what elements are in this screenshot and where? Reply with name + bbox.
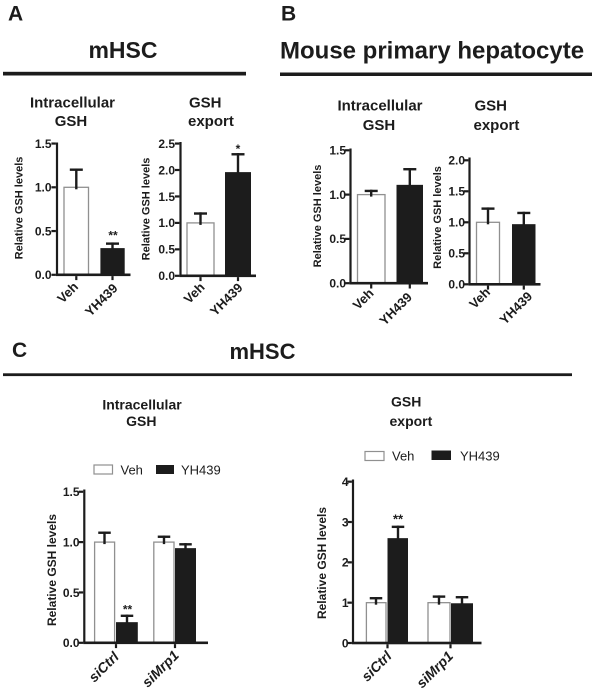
svg-text:Intracellular: Intracellular — [102, 397, 182, 413]
svg-text:Veh: Veh — [392, 449, 414, 464]
svg-text:Veh: Veh — [121, 463, 143, 478]
svg-text:Relative GSH levels: Relative GSH levels — [312, 165, 324, 268]
svg-text:YH439: YH439 — [460, 449, 500, 464]
svg-text:Relative GSH levels: Relative GSH levels — [141, 158, 153, 261]
svg-text:0.5: 0.5 — [158, 243, 175, 257]
svg-text:mHSC: mHSC — [229, 339, 295, 364]
svg-text:GSH: GSH — [189, 95, 222, 112]
svg-text:1.5: 1.5 — [158, 190, 175, 204]
svg-text:0.0: 0.0 — [63, 636, 80, 650]
svg-text:GSH: GSH — [475, 98, 508, 115]
svg-text:C: C — [12, 339, 27, 362]
svg-text:0.0: 0.0 — [158, 269, 175, 283]
svg-text:2.5: 2.5 — [158, 137, 175, 151]
svg-text:0: 0 — [342, 636, 349, 650]
svg-text:**: ** — [393, 511, 404, 526]
svg-text:Intracellular: Intracellular — [337, 98, 422, 115]
svg-text:4: 4 — [342, 475, 349, 489]
svg-text:0.5: 0.5 — [63, 586, 80, 600]
svg-text:0.0: 0.0 — [448, 278, 465, 292]
svg-text:1.0: 1.0 — [158, 216, 175, 230]
svg-text:1.0: 1.0 — [35, 181, 52, 195]
svg-text:YH439: YH439 — [181, 463, 221, 478]
svg-text:Relative GSH levels: Relative GSH levels — [45, 514, 59, 626]
svg-text:1.5: 1.5 — [448, 185, 465, 199]
svg-text:**: ** — [108, 229, 118, 243]
svg-text:0.5: 0.5 — [35, 224, 52, 238]
svg-text:1.0: 1.0 — [63, 535, 80, 549]
svg-text:Mouse primary hepatocyte: Mouse primary hepatocyte — [280, 38, 584, 65]
svg-text:GSH: GSH — [55, 113, 88, 130]
svg-text:*: * — [236, 142, 241, 156]
svg-text:1: 1 — [342, 596, 349, 610]
svg-text:B: B — [281, 3, 296, 26]
svg-text:Relative GSH levels: Relative GSH levels — [315, 507, 329, 619]
svg-text:GSH: GSH — [363, 117, 396, 134]
svg-text:A: A — [8, 3, 23, 26]
svg-text:2: 2 — [342, 556, 349, 570]
svg-text:0.5: 0.5 — [329, 232, 346, 246]
svg-text:0.5: 0.5 — [448, 247, 465, 261]
svg-text:2.0: 2.0 — [448, 154, 465, 168]
svg-text:mHSC: mHSC — [88, 37, 157, 63]
svg-text:1.5: 1.5 — [35, 137, 52, 151]
svg-text:export: export — [390, 413, 433, 429]
svg-text:Relative GSH levels: Relative GSH levels — [432, 166, 444, 269]
svg-text:Relative GSH levels: Relative GSH levels — [14, 157, 26, 260]
svg-text:0.0: 0.0 — [329, 277, 346, 291]
svg-text:3: 3 — [342, 515, 349, 529]
svg-text:GSH: GSH — [391, 394, 421, 410]
svg-text:2.0: 2.0 — [158, 163, 175, 177]
svg-text:1.5: 1.5 — [329, 144, 346, 158]
svg-text:1.0: 1.0 — [448, 216, 465, 230]
svg-text:1.0: 1.0 — [329, 188, 346, 202]
svg-text:**: ** — [123, 603, 133, 617]
svg-text:export: export — [188, 113, 234, 130]
svg-text:1.5: 1.5 — [63, 485, 80, 499]
svg-text:Intracellular: Intracellular — [30, 95, 115, 112]
svg-text:GSH: GSH — [126, 413, 156, 429]
svg-text:export: export — [474, 117, 520, 134]
svg-text:0.0: 0.0 — [35, 268, 52, 282]
